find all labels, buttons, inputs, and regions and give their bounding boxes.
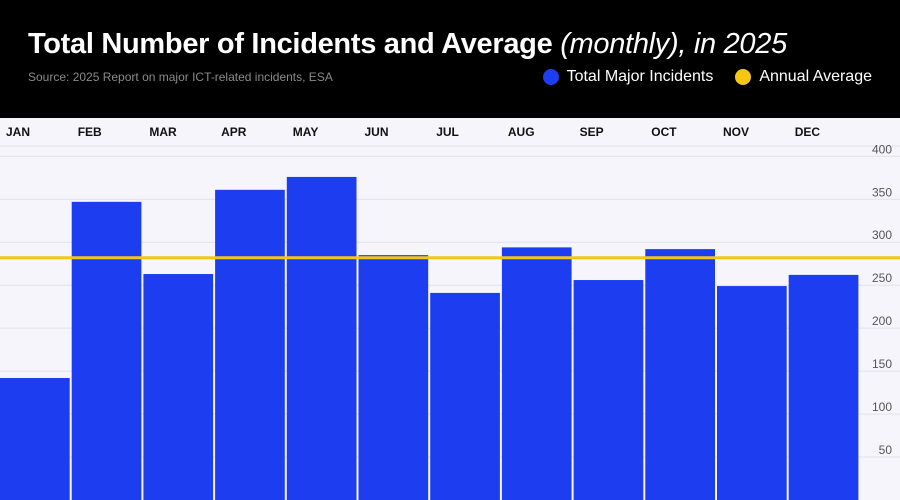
legend-item-incidents: Total Major Incidents [542, 68, 714, 86]
bar-jul [430, 292, 500, 500]
bar-feb [71, 201, 142, 500]
title-italic: (monthly) [560, 28, 679, 60]
bar-chart: JAN FEB MAR APR MAY JUN JUL AUG SEP OCT NOV DEC 50 1… [0, 125, 900, 500]
bar-jun [358, 255, 429, 500]
legend-label-average: Annual Average [759, 68, 872, 85]
y-tick-label: 50 [879, 443, 893, 457]
bar-mar [143, 274, 214, 500]
month-label: JAN [6, 125, 30, 139]
chart-subtitle: Source: 2025 Report on major ICT-related… [28, 70, 333, 84]
month-label: FEB [78, 125, 102, 139]
y-tick-label: 300 [872, 228, 892, 242]
bar-jan [0, 377, 70, 500]
month-labels: JAN FEB MAR APR MAY JUN JUL AUG SEP OCT NOV DEC [6, 125, 820, 139]
month-label: MAY [293, 125, 319, 139]
title-main: Total Number of Incidents and Average [28, 28, 553, 60]
title-tail: , in 2025 [678, 28, 787, 60]
blue-dot-icon [542, 69, 559, 85]
y-tick-label: 100 [872, 400, 892, 414]
chart-header: Total Number of Incidents and Average (m… [0, 0, 900, 118]
y-tick-label: 200 [872, 314, 892, 328]
bars [0, 176, 859, 500]
month-label: DEC [795, 125, 821, 139]
bar-nov [717, 286, 787, 500]
month-label: JUL [436, 125, 459, 139]
month-label: NOV [723, 125, 749, 139]
bar-may [286, 176, 357, 500]
legend-item-average: Annual Average [735, 68, 872, 86]
bar-dec [788, 274, 859, 500]
bar-oct [645, 249, 715, 500]
bar-aug [501, 247, 572, 500]
y-tick-label: 350 [872, 185, 892, 199]
bar-apr [215, 189, 285, 500]
month-label: OCT [651, 125, 677, 139]
bar-sep [573, 280, 644, 500]
y-tick-label: 250 [872, 271, 892, 285]
month-label: JUN [365, 125, 389, 139]
month-label: APR [221, 125, 247, 139]
chart-legend: Total Major Incidents Annual Average [521, 68, 872, 86]
month-label: SEP [580, 125, 604, 139]
y-tick-label: 150 [872, 357, 892, 371]
y-tick-labels: 50 100 150 200 250 300 350 400 [872, 142, 892, 457]
legend-label-incidents: Total Major Incidents [566, 68, 714, 85]
yellow-dot-icon [735, 69, 752, 85]
month-label: MAR [149, 125, 177, 139]
month-label: AUG [508, 125, 535, 139]
chart-title: Total Number of Incidents and Average (m… [28, 28, 787, 61]
y-tick-label: 400 [872, 142, 892, 156]
